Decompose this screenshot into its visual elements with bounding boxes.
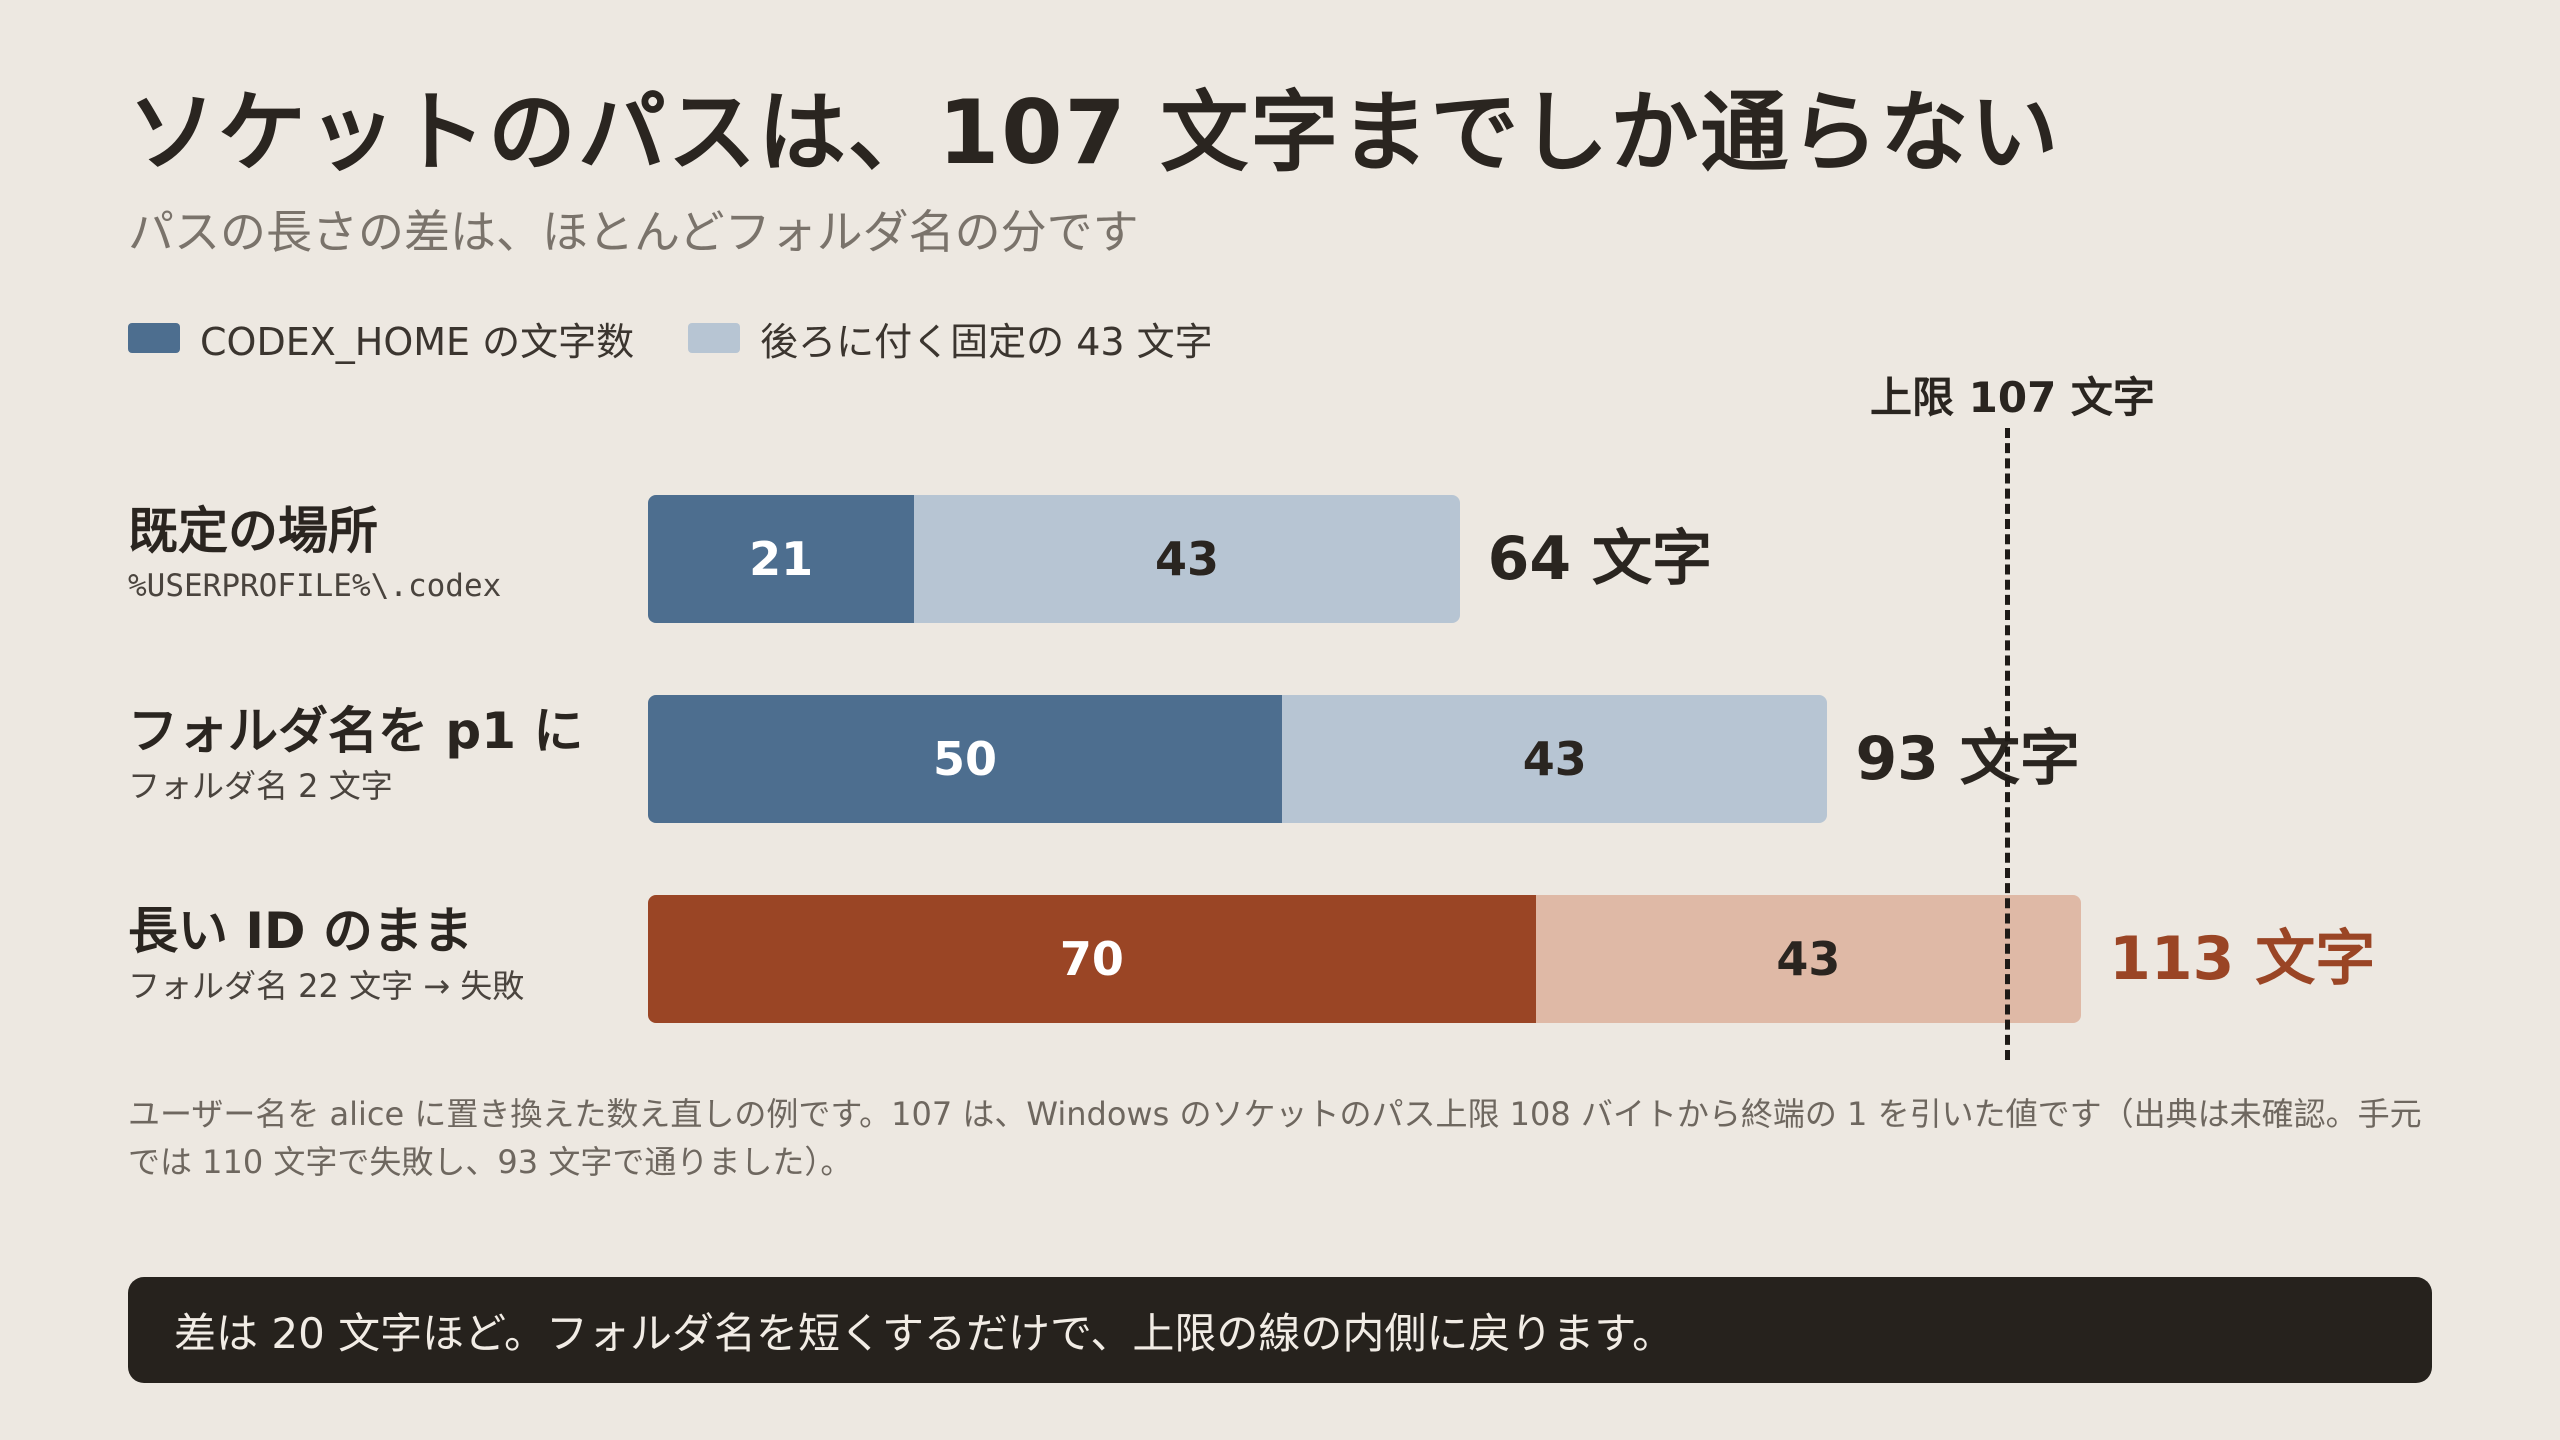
- row-label: 既定の場所 %USERPROFILE%\.codex: [128, 499, 501, 609]
- legend: CODEX_HOME の文字数 後ろに付く固定の 43 文字: [128, 312, 1267, 364]
- legend-item-codex-home: CODEX_HOME の文字数: [128, 311, 634, 366]
- bar-segment-fixed-suffix: 43: [914, 495, 1460, 623]
- bar-segment-codex-home: 70: [648, 895, 1536, 1023]
- stacked-bar: 50 43: [648, 695, 1828, 823]
- row-title: 長い ID のまま: [128, 902, 473, 960]
- row-title: フォルダ名を p1 に: [128, 702, 584, 760]
- legend-label: CODEX_HOME の文字数: [200, 319, 635, 364]
- row-subtitle: %USERPROFILE%\.codex: [128, 568, 502, 604]
- bar-segment-fixed-suffix: 43: [1282, 695, 1828, 823]
- row-subtitle: フォルダ名 2 文字: [128, 767, 393, 805]
- row-label: 長い ID のまま フォルダ名 22 文字 → 失敗: [128, 899, 524, 1009]
- footnote: ユーザー名を alice に置き換えた数え直しの例です。107 は、Window…: [128, 1095, 2422, 1181]
- chart-subtitle: パスの長さの差は、ほとんどフォルダ名の分です: [128, 205, 1139, 259]
- legend-label: 後ろに付く固定の 43 文字: [760, 319, 1213, 364]
- bar-segment-codex-home: 50: [648, 695, 1283, 823]
- chart-title: ソケットのパスは、107 文字までしか通らない: [128, 81, 2061, 184]
- row-title: 既定の場所: [128, 502, 378, 560]
- stacked-bar: 21 43: [648, 495, 1460, 623]
- limit-label: 上限 107 文字: [1870, 373, 2155, 422]
- bar-segment-codex-home: 21: [648, 495, 915, 623]
- legend-swatch-light: [688, 323, 741, 353]
- row-label: フォルダ名を p1 に フォルダ名 2 文字: [128, 699, 583, 809]
- bar-total-label: 113 文字: [2109, 924, 2376, 994]
- bar-segment-fixed-suffix: 43: [1535, 895, 2082, 1023]
- limit-reference-line: [2005, 428, 2010, 1060]
- stacked-bar: 70 43: [648, 895, 2082, 1023]
- callout-text: 差は 20 文字ほど。フォルダ名を短くするだけで、上限の線の内側に戻ります。: [174, 1308, 1675, 1358]
- legend-swatch-dark: [128, 323, 180, 353]
- bar-row-default: 既定の場所 %USERPROFILE%\.codex 21 43 64 文字: [0, 495, 2560, 623]
- callout-box: 差は 20 文字ほど。フォルダ名を短くするだけで、上限の線の内側に戻ります。: [128, 1277, 2432, 1383]
- legend-item-fixed-suffix: 後ろに付く固定の 43 文字: [688, 311, 1213, 366]
- bar-total-label: 93 文字: [1855, 724, 2080, 794]
- bar-row-long-id: 長い ID のまま フォルダ名 22 文字 → 失敗 70 43 113 文字: [0, 895, 2560, 1023]
- bar-row-p1: フォルダ名を p1 に フォルダ名 2 文字 50 43 93 文字: [0, 695, 2560, 823]
- bar-total-label: 64 文字: [1487, 524, 1713, 594]
- row-subtitle: フォルダ名 22 文字 → 失敗: [128, 967, 525, 1005]
